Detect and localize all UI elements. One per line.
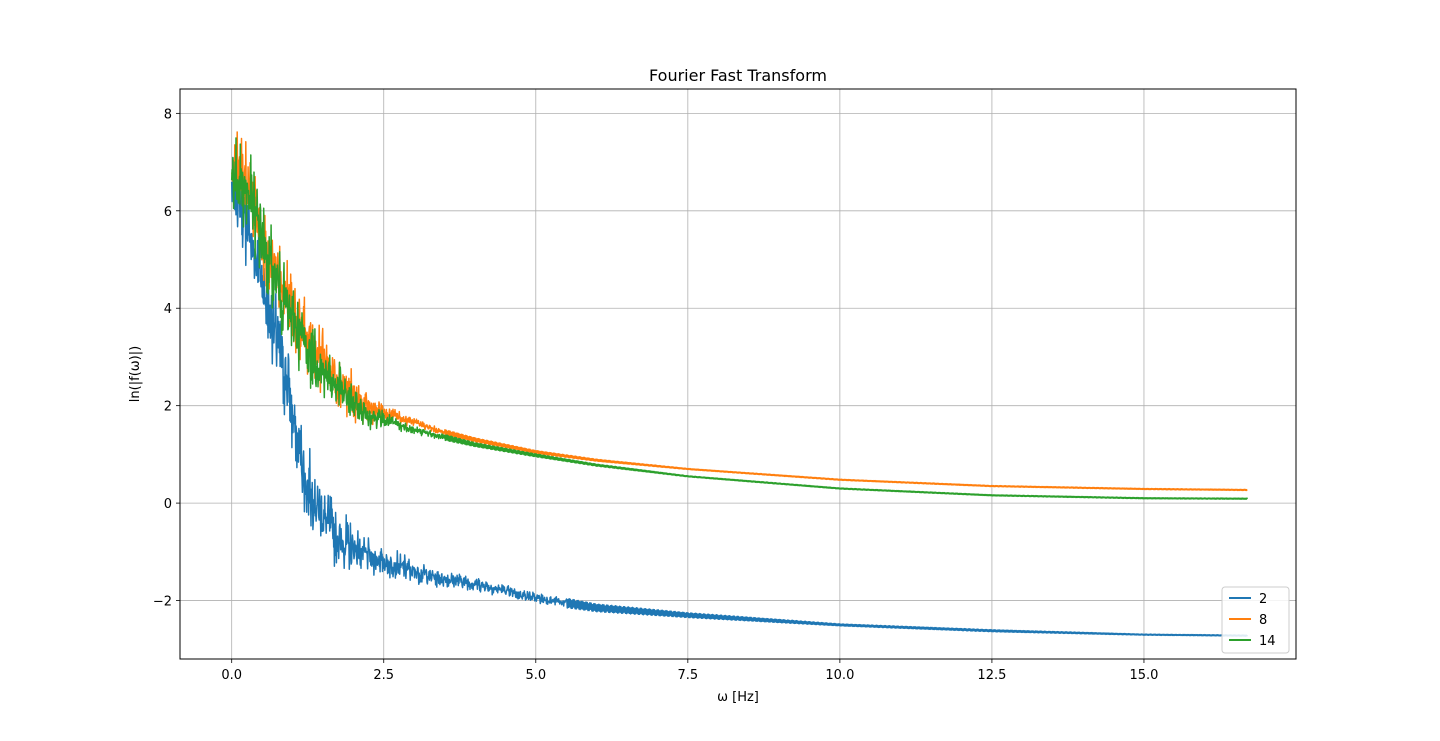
x-axis-label: ω [Hz] (717, 690, 759, 705)
series-line-2 (230, 155, 1248, 637)
y-axis-label: ln(|f(ω)|) (128, 346, 143, 402)
chart-title: Fourier Fast Transform (649, 66, 827, 85)
x-tick-label: 5.0 (525, 668, 546, 683)
plot-frame (179, 88, 1297, 660)
y-tick-label: 8 (164, 107, 172, 122)
y-tick-label: 4 (164, 302, 172, 317)
legend-box (1221, 586, 1290, 654)
legend-label-2: 2 (1259, 592, 1267, 607)
grid (180, 89, 1296, 659)
y-tick-label: 2 (164, 400, 172, 415)
x-tick-label: 15.0 (1129, 668, 1158, 683)
x-tick-label: 2.5 (373, 668, 394, 683)
ticks: 0.0 2.5 5.0 7.5 10.0 12.5 15.0 −2 0 2 4 6 8 (153, 107, 1159, 683)
series-line-8 (230, 131, 1248, 492)
x-tick-label: 0.0 (221, 668, 242, 683)
y-tick-label: 0 (164, 497, 172, 512)
legend-label-8: 8 (1259, 613, 1267, 628)
legend: 2 8 14 (1221, 586, 1290, 654)
legend-label-14: 14 (1259, 634, 1276, 649)
series-lines (230, 131, 1248, 637)
series-line-14 (230, 137, 1248, 500)
x-tick-label: 10.0 (825, 668, 854, 683)
y-tick-label: 6 (164, 205, 172, 220)
x-tick-label: 7.5 (677, 668, 698, 683)
x-tick-label: 12.5 (977, 668, 1006, 683)
y-tick-label: −2 (153, 595, 172, 610)
